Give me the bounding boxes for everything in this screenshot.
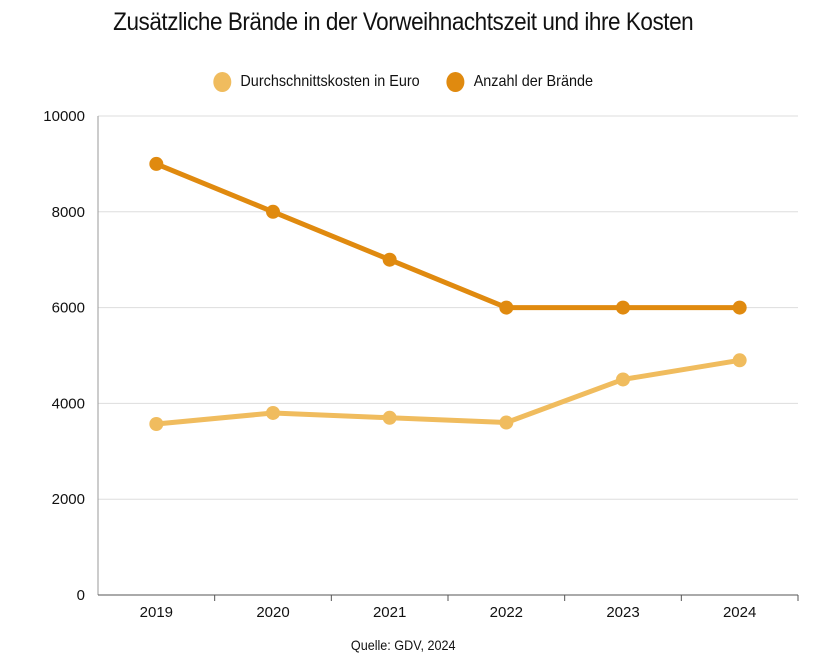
legend-marker-costs [213,72,232,92]
legend-marker-fires [446,72,465,92]
data-point [266,405,280,420]
data-point [382,410,397,425]
y-tick-label: 2000 [52,491,85,508]
data-point [732,353,747,368]
series-line-1 [155,161,740,311]
legend-item-costs: Durchschnittskosten in Euro [213,72,420,92]
data-point [499,300,514,315]
y-tick-label: 6000 [52,300,85,317]
x-tick-label: 2022 [490,604,523,621]
y-tick-label: 4000 [52,395,85,412]
x-tick-label: 2021 [373,604,406,621]
x-tick-label: 2024 [723,604,756,621]
source-note: Quelle: GDV, 2024 [350,637,456,653]
data-point [616,300,630,315]
series-line-0 [156,357,741,427]
legend-item-fires: Anzahl der Brände [446,72,593,92]
y-tick-label: 8000 [52,204,85,221]
data-point [499,415,514,430]
legend: Durchschnittskosten in Euro Anzahl der B… [0,72,806,92]
data-point [149,156,164,171]
data-point [266,204,280,219]
legend-label-costs: Durchschnittskosten in Euro [240,73,420,90]
data-point [616,372,630,387]
x-tick-label: 2020 [256,604,289,621]
chart-title: Zusätzliche Brände in der Vorweihnachtsz… [113,8,694,36]
legend-label-fires: Anzahl der Brände [473,73,593,90]
data-point [732,300,747,315]
y-tick-label: 10000 [43,108,85,125]
x-tick-label: 2019 [140,604,173,621]
data-point [382,252,397,267]
x-tick-label: 2023 [606,604,639,621]
data-point [149,416,164,431]
y-tick-label: 0 [77,587,85,604]
